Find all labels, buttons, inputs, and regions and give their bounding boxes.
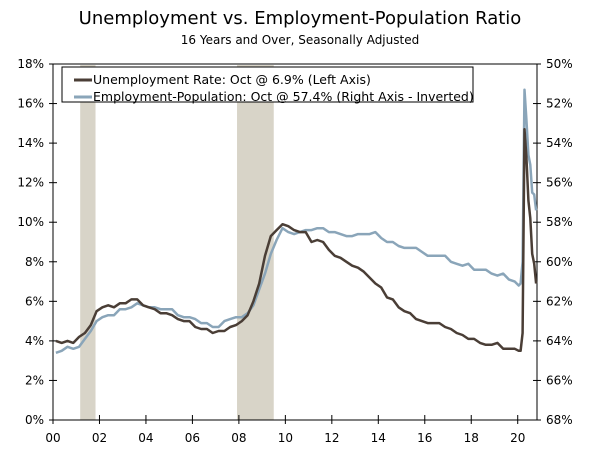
right-axis-tick-label: 68% [546, 413, 573, 427]
x-axis-tick-label: 08 [231, 431, 246, 445]
right-axis-tick-label: 54% [546, 136, 573, 150]
chart-subtitle: 16 Years and Over, Seasonally Adjusted [180, 33, 420, 47]
recession-band [80, 65, 96, 420]
right-axis-tick-label: 58% [546, 215, 573, 229]
unemployment-rate-line [55, 128, 538, 353]
right-axis-tick-label: 66% [546, 373, 573, 387]
right-axis-tick-label: 64% [546, 334, 573, 348]
legend-label-employment-population: Employment-Population: Oct @ 57.4% (Righ… [93, 89, 474, 104]
left-axis-tick-label: 18% [17, 57, 44, 71]
right-axis-tick-label: 60% [546, 255, 573, 269]
plot-frame [52, 63, 538, 421]
right-axis-tick-label: 50% [546, 57, 573, 71]
x-axis-tick-label: 12 [324, 431, 339, 445]
x-axis-tick-label: 16 [417, 431, 432, 445]
employment-population-line [55, 88, 538, 354]
x-axis-tick-label: 02 [92, 431, 107, 445]
x-axis-tick-label: 06 [185, 431, 200, 445]
x-axis-tick-label: 18 [464, 431, 479, 445]
legend-label-unemployment: Unemployment Rate: Oct @ 6.9% (Left Axis… [93, 72, 371, 87]
legend-box [61, 66, 474, 103]
left-axis-tick-label: 16% [17, 97, 44, 111]
x-axis-tick-label: 20 [510, 431, 525, 445]
left-axis-tick-label: 6% [25, 294, 44, 308]
chart-title: Unemployment vs. Employment-Population R… [78, 8, 522, 29]
left-axis-tick-label: 8% [25, 255, 44, 269]
left-axis-tick-label: 10% [17, 215, 44, 229]
right-axis-tick-label: 62% [546, 294, 573, 308]
x-axis-tick-label: 00 [45, 431, 60, 445]
x-axis-tick-label: 04 [138, 431, 153, 445]
right-axis-tick-label: 52% [546, 97, 573, 111]
left-axis-tick-label: 14% [17, 136, 44, 150]
left-axis-tick-label: 0% [25, 413, 44, 427]
left-axis-tick-label: 2% [25, 373, 44, 387]
x-axis-tick-label: 14 [371, 431, 386, 445]
left-axis-tick-label: 4% [25, 334, 44, 348]
right-axis-tick-label: 56% [546, 176, 573, 190]
left-axis-tick-label: 12% [17, 176, 44, 190]
legend: Unemployment Rate: Oct @ 6.9% (Left Axis… [61, 66, 474, 104]
x-axis-tick-label: 10 [278, 431, 293, 445]
